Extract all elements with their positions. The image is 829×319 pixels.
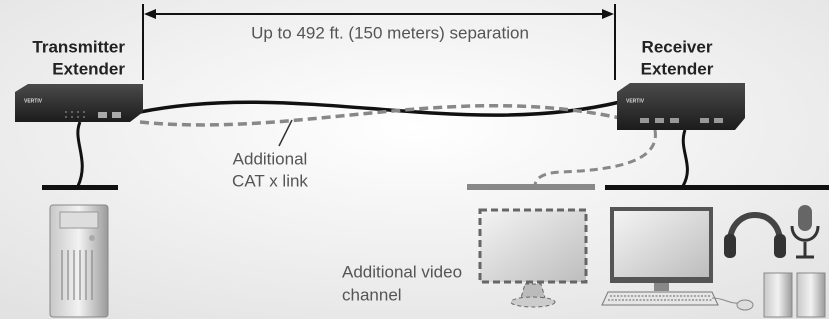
cat-link-label: Additional: [233, 149, 308, 168]
page: {"labels": { "transmitter": ["Transmitte…: [0, 0, 829, 319]
monitor: [610, 207, 713, 291]
transmitter-label: Transmitter: [32, 37, 125, 56]
transmitter-device: VERTIV: [15, 84, 143, 122]
diagram: Up to 492 ft. (150 meters) separation Tr…: [0, 0, 829, 319]
bar: [467, 184, 595, 190]
computer-tower: [50, 205, 108, 317]
receiver-label: Extender: [641, 59, 714, 78]
video-label: channel: [342, 285, 402, 304]
video-label: Additional video: [342, 262, 462, 281]
mouse: [737, 300, 753, 310]
transmitter-label: Extender: [52, 59, 125, 78]
brand: VERTIV: [24, 98, 43, 104]
receiver-label: Receiver: [642, 37, 713, 56]
keyboard: [602, 292, 718, 305]
brand: VERTIV: [626, 98, 645, 104]
distance-label: Up to 492 ft. (150 meters) separation: [251, 23, 529, 42]
receiver-device: VERTIV: [617, 83, 745, 130]
bar: [605, 185, 829, 190]
bar: [42, 185, 118, 190]
cat-link-label: CAT x link: [232, 171, 308, 190]
